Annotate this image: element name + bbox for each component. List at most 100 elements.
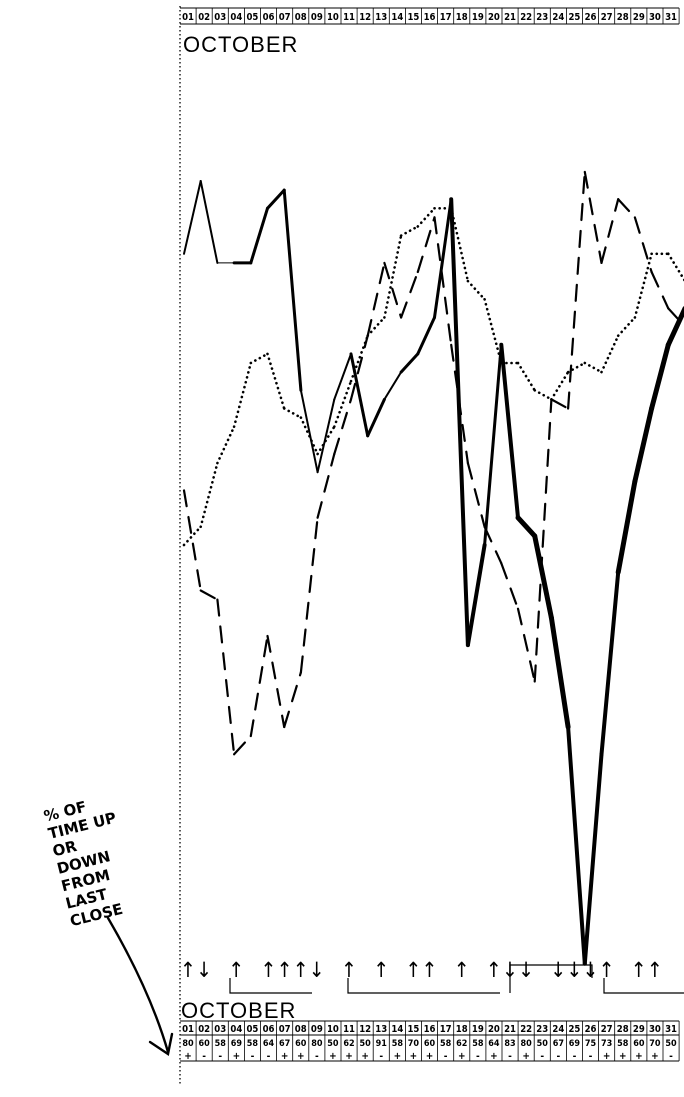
bottom-day-label: 06 <box>263 1024 275 1035</box>
top-day-label: 14 <box>391 12 403 23</box>
up-arrow: ↑ <box>406 958 422 982</box>
month-title-top: OCTOBER <box>183 32 298 57</box>
solid-series-segment <box>465 543 487 648</box>
bottom-day-label: 21 <box>504 1024 516 1035</box>
change-sign: + <box>458 1051 466 1062</box>
change-sign: - <box>573 1051 577 1062</box>
change-sign: + <box>297 1051 305 1062</box>
percent-value: 69 <box>569 1039 581 1049</box>
percent-value: 83 <box>504 1039 515 1049</box>
bottom-day-label: 19 <box>472 1024 484 1035</box>
top-day-label: 03 <box>214 12 226 23</box>
percent-value: 50 <box>360 1039 372 1049</box>
top-day-label: 31 <box>665 12 677 23</box>
top-day-label: 23 <box>536 12 548 23</box>
change-sign: - <box>508 1051 512 1062</box>
bottom-day-label: 16 <box>424 1024 436 1035</box>
dotted-series-segment <box>616 316 637 338</box>
dashed-series-segment <box>349 334 369 401</box>
change-sign: + <box>490 1051 498 1062</box>
bottom-day-label: 05 <box>246 1024 258 1035</box>
dashed-series-segment <box>266 634 286 729</box>
up-arrow: ↑ <box>454 958 470 982</box>
solid-series-segment <box>399 352 420 374</box>
bottom-day-label: 03 <box>214 1024 226 1035</box>
top-day-label: 15 <box>407 12 419 23</box>
dashed-series-segment <box>182 489 202 592</box>
up-arrow: ↑ <box>228 958 244 982</box>
top-day-label: 10 <box>327 12 339 23</box>
dashed-series-segment <box>299 516 319 674</box>
dotted-series-segment <box>583 361 603 374</box>
top-day-label: 18 <box>456 12 468 23</box>
solid-series-segment <box>599 570 621 757</box>
solid-series-segment <box>649 342 671 411</box>
bottom-day-label: 10 <box>327 1024 339 1035</box>
change-sign: - <box>589 1051 593 1062</box>
dashed-series-segment <box>199 589 219 601</box>
bottom-day-label: 17 <box>440 1024 452 1035</box>
bottom-day-label: 15 <box>407 1024 419 1035</box>
solid-series-segment <box>499 342 520 520</box>
dotted-series-segment <box>216 425 236 465</box>
top-day-label: 11 <box>343 12 355 23</box>
change-sign: - <box>540 1051 544 1062</box>
percent-value: 60 <box>633 1039 645 1049</box>
up-arrow: ↑ <box>647 958 663 982</box>
percent-value: 64 <box>488 1039 500 1049</box>
solid-series-segment <box>183 180 202 255</box>
dashed-series-segment <box>466 462 486 528</box>
top-day-label: 02 <box>198 12 210 23</box>
percent-value: 50 <box>665 1039 677 1049</box>
top-day-label: 05 <box>246 12 258 23</box>
top-day-label: 04 <box>230 12 242 23</box>
bottom-day-label: 23 <box>536 1024 548 1035</box>
percent-value: 67 <box>279 1039 290 1049</box>
percent-value: 62 <box>456 1039 467 1049</box>
up-arrow: ↑ <box>341 958 357 982</box>
bottom-day-label: 01 <box>182 1024 194 1035</box>
bottom-day-label: 26 <box>585 1024 597 1035</box>
percent-value: 58 <box>617 1039 629 1049</box>
dotted-series-segment <box>349 334 370 383</box>
solid-series-segment <box>532 533 554 621</box>
change-sign: + <box>329 1051 337 1062</box>
bottom-day-label: 04 <box>230 1024 242 1035</box>
change-sign: - <box>218 1051 222 1062</box>
down-arrow: ↓ <box>309 958 325 982</box>
solid-series-segment <box>282 188 303 392</box>
change-sign: + <box>522 1051 530 1062</box>
dotted-series-segment <box>332 379 353 429</box>
top-day-label: 30 <box>649 12 661 23</box>
up-arrow: ↑ <box>261 958 277 982</box>
bottom-day-label: 25 <box>568 1024 580 1035</box>
solid-series-segment <box>349 352 370 438</box>
arrow-bracket <box>509 964 593 993</box>
solid-series-segment <box>199 180 219 264</box>
dashed-series-segment <box>633 216 653 274</box>
dotted-series-segment <box>633 252 653 319</box>
dotted-series-segment <box>399 225 420 237</box>
top-day-label: 29 <box>633 12 645 23</box>
up-arrow: ↑ <box>277 958 293 982</box>
percent-value: 58 <box>472 1039 484 1049</box>
percent-value: 58 <box>247 1039 259 1049</box>
dotted-series-segment <box>666 252 684 282</box>
solid-series-segment <box>566 725 587 966</box>
solid-series-segment <box>449 197 470 648</box>
dotted-series-segment <box>266 352 286 410</box>
dotted-series-segment <box>550 370 570 401</box>
up-arrow: ↑ <box>293 958 309 982</box>
arrow-bracket <box>229 978 312 994</box>
change-sign: + <box>184 1051 192 1062</box>
dotted-series-segment <box>466 279 486 301</box>
solid-series-segment <box>366 397 386 438</box>
percent-value: 70 <box>649 1039 661 1049</box>
percent-value: 50 <box>327 1039 339 1049</box>
solid-series-segment <box>665 306 684 348</box>
dashed-series-segment <box>550 398 570 410</box>
dotted-series-segment <box>516 361 537 392</box>
change-sign: + <box>394 1051 402 1062</box>
